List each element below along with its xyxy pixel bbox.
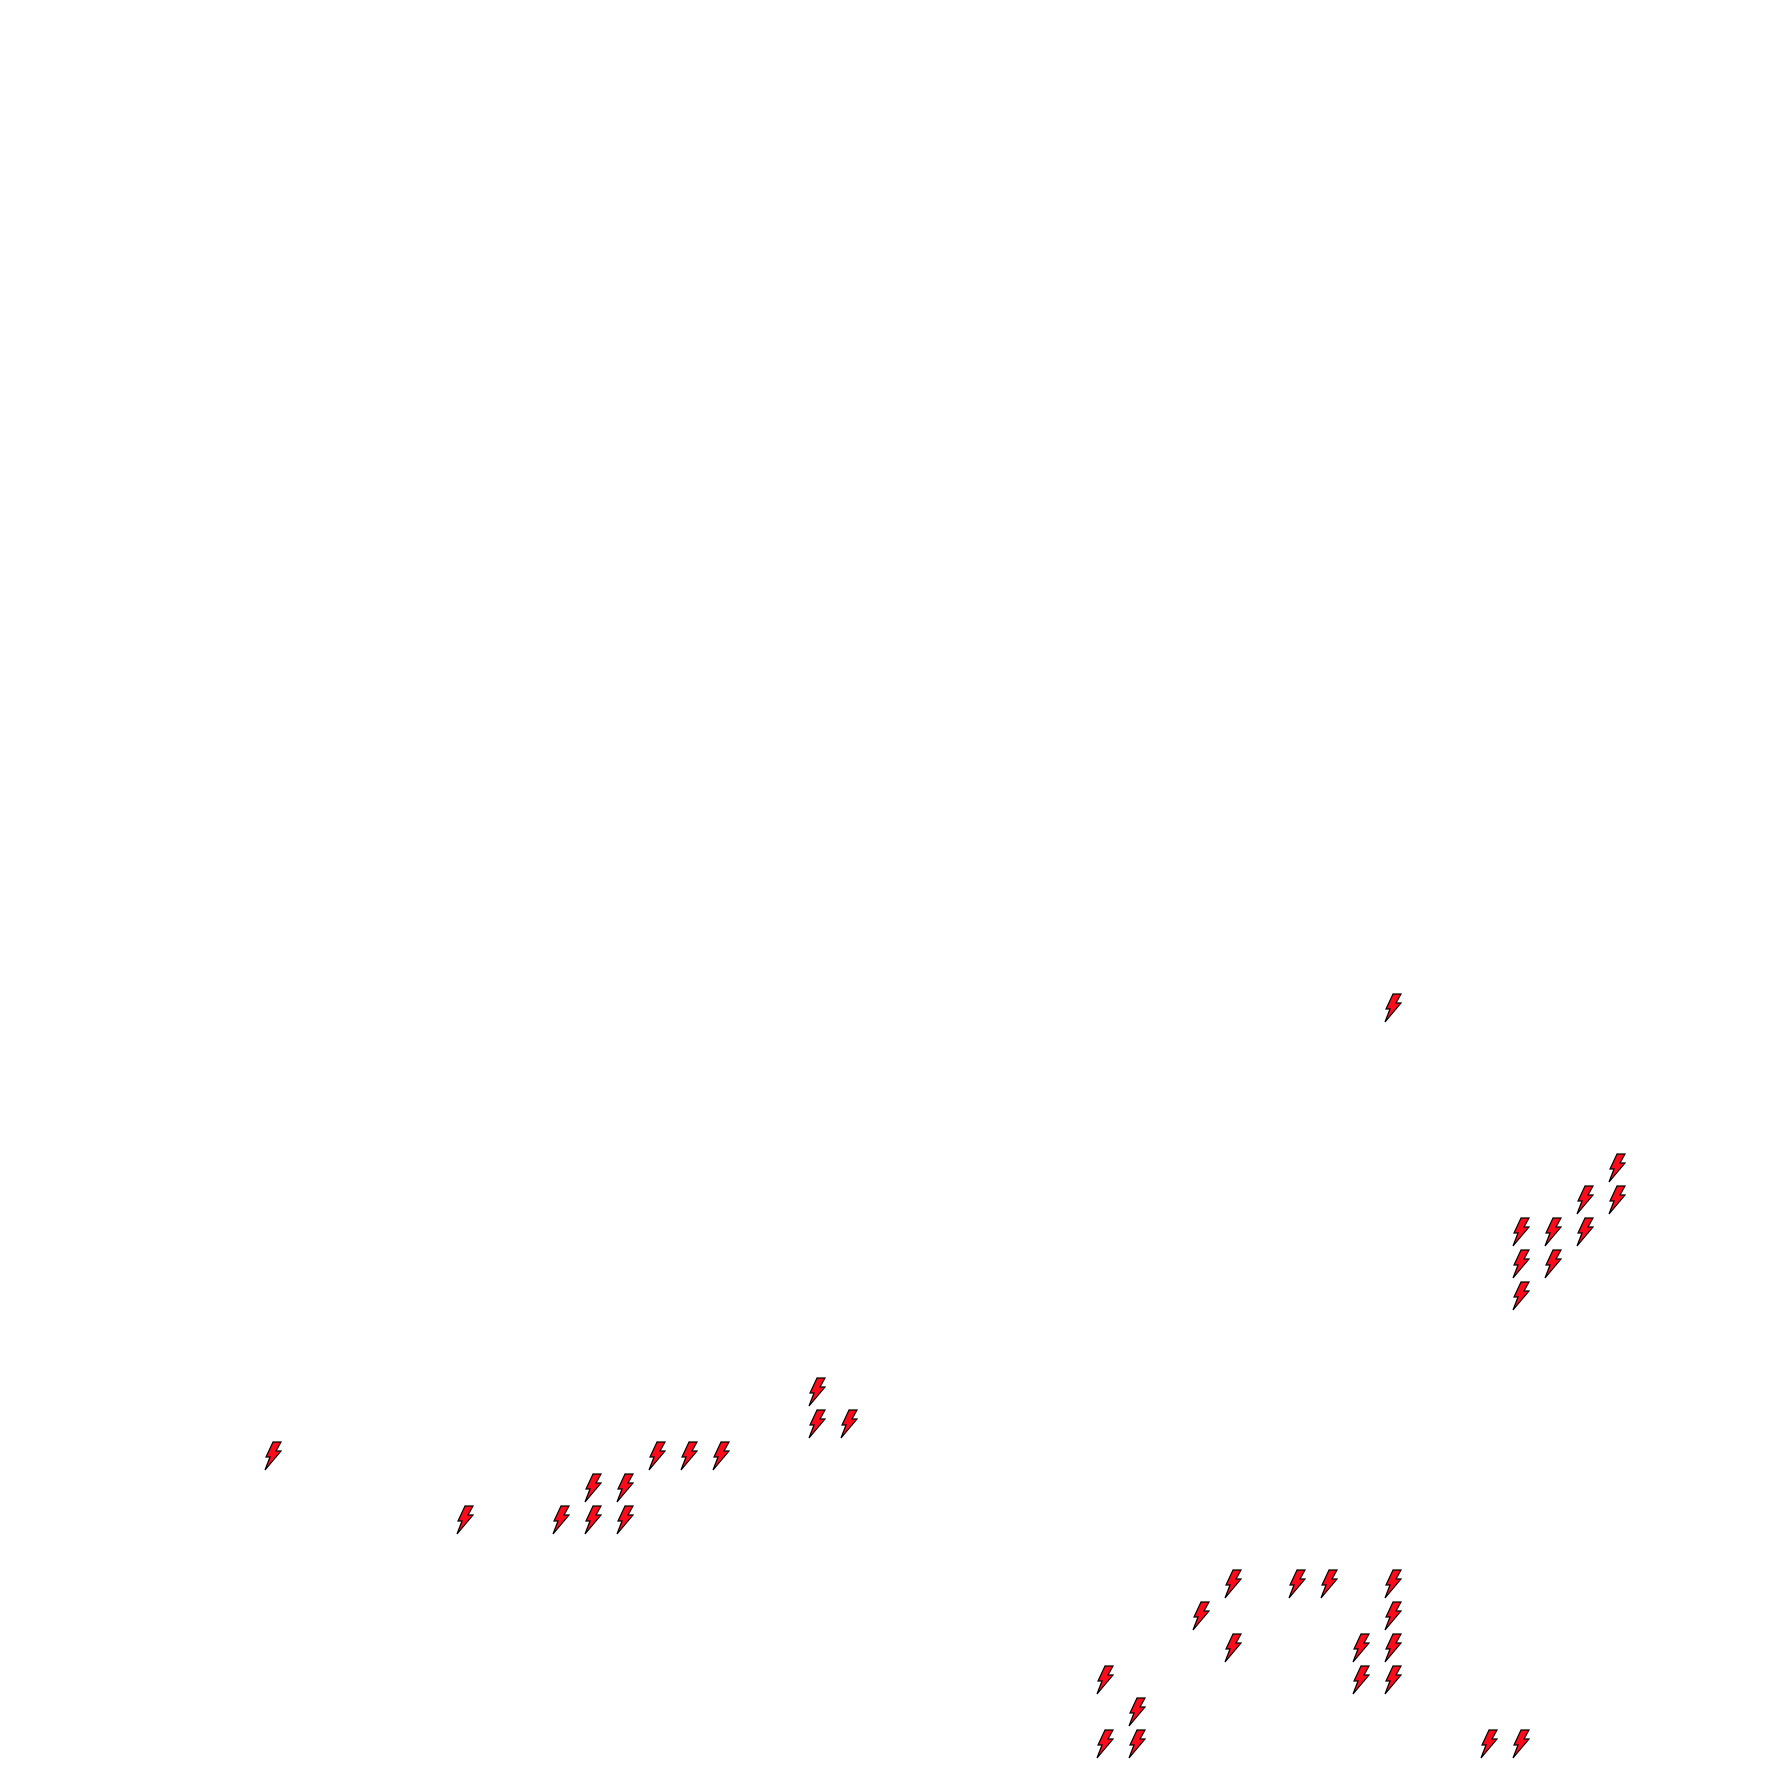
lightning-bolt-icon-glyph bbox=[1192, 1601, 1210, 1631]
lightning-bolt-icon[interactable] bbox=[1128, 1729, 1146, 1759]
lightning-bolt-icon[interactable] bbox=[1224, 1569, 1242, 1599]
lightning-bolt-icon-glyph bbox=[1224, 1633, 1242, 1663]
lightning-bolt-icon-glyph bbox=[1384, 993, 1402, 1023]
lightning-bolt-icon-glyph bbox=[616, 1505, 634, 1535]
lightning-bolt-icon-glyph bbox=[1384, 1601, 1402, 1631]
lightning-bolt-icon-glyph bbox=[1096, 1729, 1114, 1759]
lightning-bolt-icon[interactable] bbox=[808, 1409, 826, 1439]
lightning-bolt-icon[interactable] bbox=[1096, 1729, 1114, 1759]
lightning-bolt-icon[interactable] bbox=[1384, 1633, 1402, 1663]
lightning-bolt-icon-glyph bbox=[1384, 1665, 1402, 1695]
lightning-bolt-icon-glyph bbox=[1512, 1281, 1530, 1311]
lightning-bolt-icon[interactable] bbox=[1096, 1665, 1114, 1695]
lightning-bolt-icon-glyph bbox=[1608, 1185, 1626, 1215]
lightning-bolt-icon-glyph bbox=[712, 1441, 730, 1471]
lightning-bolt-icon-glyph bbox=[1288, 1569, 1306, 1599]
lightning-bolt-icon[interactable] bbox=[616, 1473, 634, 1503]
lightning-bolt-icon[interactable] bbox=[1544, 1217, 1562, 1247]
lightning-bolt-icon-glyph bbox=[584, 1505, 602, 1535]
lightning-bolt-icon-glyph bbox=[1384, 1633, 1402, 1663]
lightning-bolt-icon[interactable] bbox=[1128, 1697, 1146, 1727]
lightning-bolt-icon-glyph bbox=[1352, 1665, 1370, 1695]
lightning-bolt-icon-glyph bbox=[648, 1441, 666, 1471]
lightning-bolt-icon[interactable] bbox=[1384, 993, 1402, 1023]
lightning-bolt-icon[interactable] bbox=[1608, 1153, 1626, 1183]
lightning-bolt-icon-glyph bbox=[1128, 1729, 1146, 1759]
lightning-bolt-icon[interactable] bbox=[1480, 1729, 1498, 1759]
lightning-bolt-icon-glyph bbox=[1384, 1569, 1402, 1599]
lightning-bolt-icon[interactable] bbox=[1576, 1217, 1594, 1247]
lightning-bolt-icon[interactable] bbox=[1512, 1249, 1530, 1279]
lightning-bolt-icon[interactable] bbox=[1512, 1281, 1530, 1311]
lightning-bolt-icon[interactable] bbox=[584, 1473, 602, 1503]
lightning-bolt-icon[interactable] bbox=[1608, 1185, 1626, 1215]
lightning-bolt-icon[interactable] bbox=[584, 1505, 602, 1535]
lightning-bolt-icon-glyph bbox=[616, 1473, 634, 1503]
lightning-bolt-icon[interactable] bbox=[1576, 1185, 1594, 1215]
lightning-bolt-icon[interactable] bbox=[1320, 1569, 1338, 1599]
lightning-bolt-icon[interactable] bbox=[1352, 1633, 1370, 1663]
lightning-bolt-icon-glyph bbox=[1512, 1217, 1530, 1247]
lightning-bolt-icon-glyph bbox=[808, 1409, 826, 1439]
lightning-bolt-icon-glyph bbox=[1576, 1185, 1594, 1215]
lightning-bolt-icon-glyph bbox=[1224, 1569, 1242, 1599]
lightning-bolt-icon-glyph bbox=[1352, 1633, 1370, 1663]
lightning-bolt-icon[interactable] bbox=[1352, 1665, 1370, 1695]
lightning-bolt-icon[interactable] bbox=[616, 1505, 634, 1535]
lightning-bolt-icon[interactable] bbox=[552, 1505, 570, 1535]
lightning-bolt-icon[interactable] bbox=[648, 1441, 666, 1471]
lightning-bolt-icon[interactable] bbox=[1512, 1217, 1530, 1247]
lightning-bolt-icon-glyph bbox=[1512, 1249, 1530, 1279]
lightning-bolt-icon-glyph bbox=[808, 1377, 826, 1407]
lightning-bolt-icon-glyph bbox=[1576, 1217, 1594, 1247]
lightning-bolt-icon-glyph bbox=[456, 1505, 474, 1535]
lightning-bolt-icon[interactable] bbox=[264, 1441, 282, 1471]
lightning-bolt-icon-glyph bbox=[552, 1505, 570, 1535]
lightning-bolt-icon[interactable] bbox=[1224, 1633, 1242, 1663]
lightning-bolt-icon-glyph bbox=[584, 1473, 602, 1503]
lightning-bolt-icon[interactable] bbox=[1512, 1729, 1530, 1759]
lightning-bolt-icon-glyph bbox=[1320, 1569, 1338, 1599]
lightning-bolt-icon[interactable] bbox=[840, 1409, 858, 1439]
lightning-bolt-icon-glyph bbox=[1096, 1665, 1114, 1695]
lightning-bolt-icon[interactable] bbox=[808, 1377, 826, 1407]
lightning-bolt-icon[interactable] bbox=[1288, 1569, 1306, 1599]
lightning-bolt-icon[interactable] bbox=[1544, 1249, 1562, 1279]
lightning-bolt-icon[interactable] bbox=[1192, 1601, 1210, 1631]
lightning-bolt-icon[interactable] bbox=[1384, 1601, 1402, 1631]
lightning-bolt-icon-glyph bbox=[1480, 1729, 1498, 1759]
lightning-bolt-icon-glyph bbox=[840, 1409, 858, 1439]
lightning-bolt-icon[interactable] bbox=[1384, 1569, 1402, 1599]
lightning-bolt-icon-glyph bbox=[1608, 1153, 1626, 1183]
lightning-bolt-icon[interactable] bbox=[1384, 1665, 1402, 1695]
lightning-bolt-icon[interactable] bbox=[456, 1505, 474, 1535]
lightning-bolt-icon-glyph bbox=[1544, 1217, 1562, 1247]
lightning-bolt-icon-glyph bbox=[1544, 1249, 1562, 1279]
lightning-bolt-icon-glyph bbox=[264, 1441, 282, 1471]
lightning-bolt-icon[interactable] bbox=[680, 1441, 698, 1471]
lightning-bolt-icon-glyph bbox=[1128, 1697, 1146, 1727]
lightning-bolt-icon-glyph bbox=[680, 1441, 698, 1471]
lightning-bolt-icon[interactable] bbox=[712, 1441, 730, 1471]
lightning-bolt-icon-glyph bbox=[1512, 1729, 1530, 1759]
